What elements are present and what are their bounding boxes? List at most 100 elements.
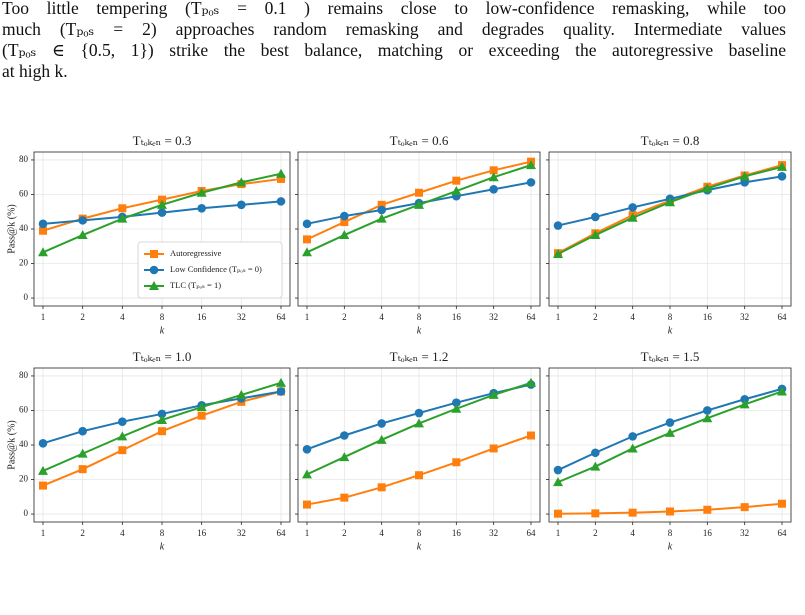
marker <box>377 483 386 492</box>
marker <box>276 168 286 178</box>
marker <box>702 183 713 193</box>
y-tick-label: 60 <box>19 405 29 415</box>
marker <box>452 176 461 185</box>
y-tick-label: 40 <box>19 223 29 233</box>
marker <box>302 445 312 454</box>
marker <box>196 187 207 197</box>
marker <box>237 200 246 210</box>
paragraph-line: Too little tempering (Tₚₒₛ = 0.1 ) remai… <box>2 0 786 18</box>
marker <box>276 377 286 387</box>
x-tick-label: 8 <box>668 528 673 538</box>
x-tick-label: 1 <box>305 528 310 538</box>
x-tick-label: 8 <box>417 528 422 538</box>
plot-frame <box>33 151 291 307</box>
marker <box>196 402 207 412</box>
marker <box>377 205 386 215</box>
x-axis-label: k <box>417 541 422 552</box>
x-tick-label: 64 <box>527 312 537 322</box>
marker <box>39 226 47 235</box>
subplot: 1 2 4 8 16 32 64 Tₜₒₖₑₙ = 1.2 k <box>295 349 541 552</box>
marker <box>77 448 88 458</box>
subplot-title: Tₜₒₖₑₙ = 1.5 <box>641 349 700 364</box>
x-tick-label: 4 <box>630 312 635 322</box>
x-tick-label: 16 <box>703 312 713 322</box>
x-tick-label: 8 <box>160 312 165 322</box>
x-tick-label: 1 <box>305 312 310 322</box>
marker <box>277 174 285 183</box>
x-axis-label: k <box>160 325 165 336</box>
x-tick-label: 64 <box>778 528 788 538</box>
marker <box>415 188 423 197</box>
marker <box>157 208 167 217</box>
marker <box>740 503 749 512</box>
marker <box>553 249 563 259</box>
marker <box>197 203 206 213</box>
marker <box>158 427 166 436</box>
marker <box>451 403 462 413</box>
legend-box <box>137 241 283 299</box>
marker <box>149 265 159 275</box>
x-tick-label: 64 <box>778 312 788 322</box>
marker <box>665 418 675 427</box>
marker <box>236 177 247 187</box>
marker <box>628 508 637 517</box>
marker <box>451 186 462 196</box>
subplot-title: Tₜₒₖₑₙ = 1.2 <box>390 349 449 364</box>
marker <box>303 235 311 244</box>
marker <box>197 411 206 420</box>
x-tick-label: 16 <box>452 528 462 538</box>
marker <box>665 197 675 207</box>
marker <box>118 417 127 426</box>
marker <box>627 212 638 222</box>
marker <box>590 461 601 471</box>
marker <box>554 509 562 518</box>
marker <box>702 413 713 423</box>
x-tick-label: 16 <box>703 528 713 538</box>
x-tick-label: 4 <box>379 528 384 538</box>
marker <box>38 247 48 257</box>
marker <box>703 505 712 514</box>
x-tick-label: 2 <box>342 312 347 322</box>
marker <box>118 204 127 213</box>
marker <box>149 281 159 290</box>
marker <box>489 184 498 194</box>
x-tick-label: 2 <box>593 528 598 538</box>
marker <box>39 481 47 490</box>
y-axis-label: Pass@k (%) <box>6 204 17 253</box>
marker <box>340 431 349 440</box>
marker <box>665 427 675 437</box>
marker <box>340 211 349 221</box>
legend-label: TLC (Tₚₒₛ = 1) <box>170 280 221 290</box>
marker <box>553 477 563 487</box>
y-tick-label: 40 <box>19 439 29 449</box>
subplot-title: Tₜₒₖₑₙ = 1.0 <box>133 349 192 364</box>
marker <box>158 195 166 204</box>
marker <box>415 471 423 480</box>
marker <box>739 399 750 409</box>
x-tick-label: 8 <box>417 312 422 322</box>
marker <box>590 230 601 240</box>
subplot-title: Tₜₒₖₑₙ = 0.8 <box>641 133 700 148</box>
subplot: 1 2 4 8 16 32 64 Tₜₒₖₑₙ = 0.8 k <box>546 133 792 336</box>
marker <box>38 219 48 229</box>
legend: Autoregressive Low Confidence (Tₚₒₛ = 0) T… <box>137 241 283 299</box>
x-tick-label: 4 <box>120 312 125 322</box>
x-tick-label: 64 <box>277 312 287 322</box>
x-tick-label: 8 <box>160 528 165 538</box>
marker <box>117 213 128 223</box>
marker <box>377 200 386 209</box>
subplot: 0 20 40 60 80 1 2 4 8 16 32 64 Tₜₒₖₑₙ = 1.0 k Pass@k (… <box>6 349 291 552</box>
subplot: 1 2 4 8 16 32 64 Tₜₒₖₑₙ = 1.5 k <box>546 349 792 552</box>
marker <box>414 199 424 209</box>
marker <box>777 161 787 171</box>
x-axis-label: k <box>417 325 422 336</box>
x-tick-label: 2 <box>80 312 85 322</box>
marker <box>377 419 386 428</box>
marker <box>302 219 312 229</box>
marker <box>553 465 563 475</box>
y-tick-label: 20 <box>19 258 29 268</box>
marker <box>703 406 712 415</box>
marker <box>591 448 600 458</box>
marker <box>628 432 637 441</box>
